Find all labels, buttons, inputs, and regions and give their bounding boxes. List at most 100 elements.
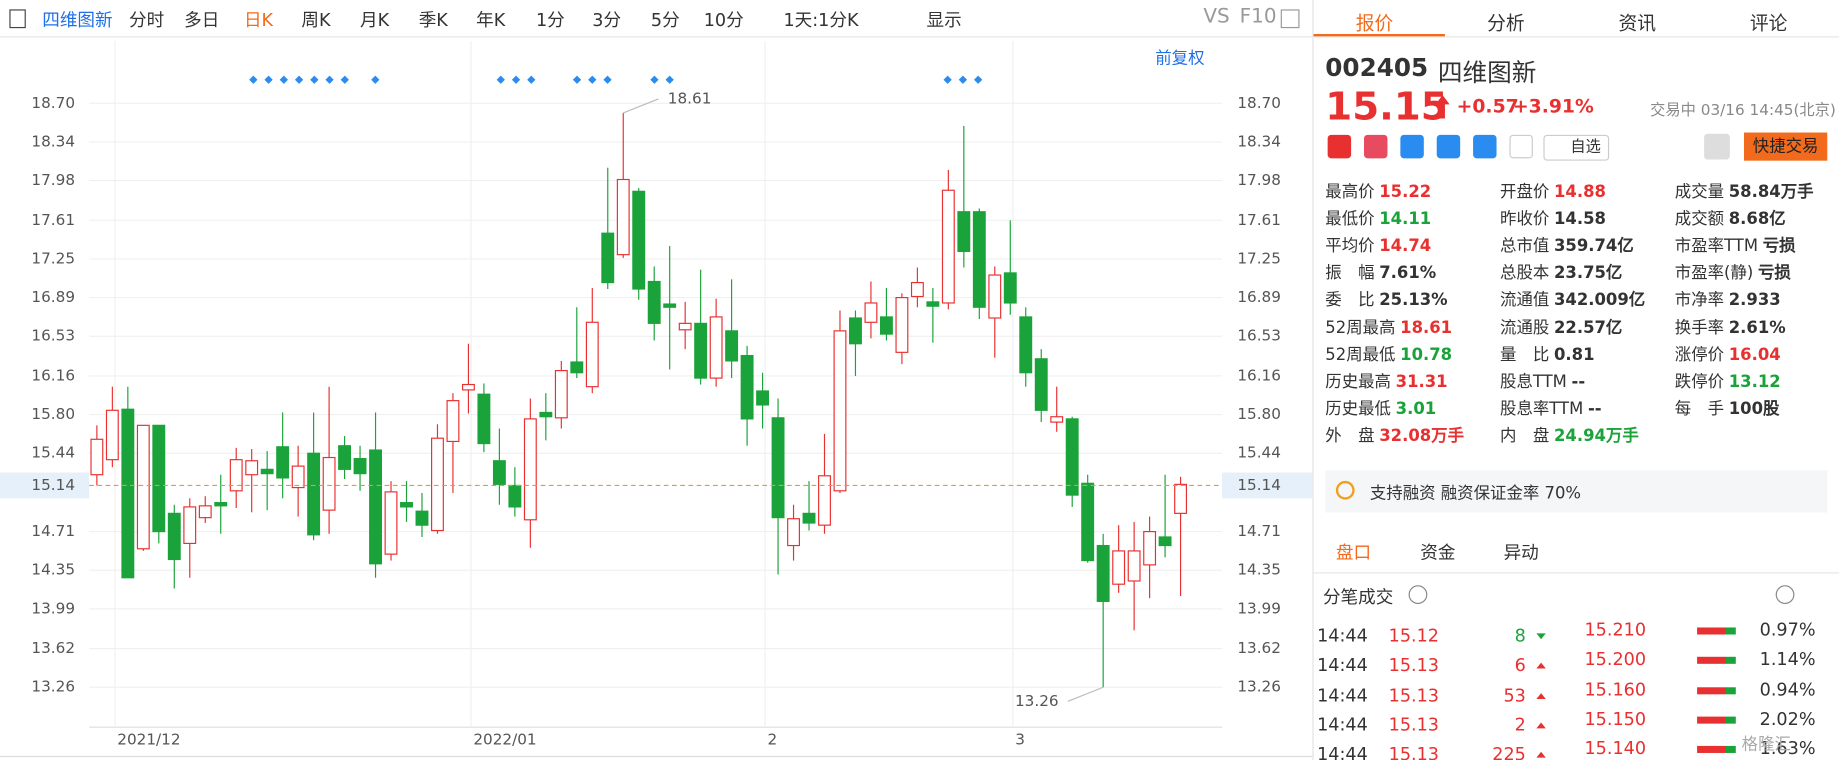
trade-button[interactable]: 快捷交易 <box>1743 132 1828 161</box>
f10-button[interactable]: F10 <box>1239 4 1277 29</box>
candle-body <box>384 491 398 555</box>
display-select[interactable]: 显示 <box>926 9 962 31</box>
financing-box <box>1325 470 1828 513</box>
tab[interactable]: 分析 <box>1487 11 1525 35</box>
stat-label: 流通值 <box>1500 291 1550 311</box>
stat-label: 最高价 <box>1325 182 1375 202</box>
stat-label: 每 手 <box>1674 399 1725 419</box>
y-tick-label: 13.99 <box>31 599 75 617</box>
stat-label: 市净率 <box>1674 291 1725 311</box>
signal-marker <box>650 75 659 84</box>
tab[interactable]: 报价 <box>1355 11 1394 35</box>
trade-time: 14:44 <box>1317 714 1368 736</box>
stat-value: 3.01 <box>1395 399 1437 419</box>
period-tab[interactable]: 周K <box>301 9 331 31</box>
candle-body <box>260 468 274 475</box>
period-tab[interactable]: 10分 <box>703 9 744 31</box>
candle-body <box>694 322 708 379</box>
bell[interactable] <box>1704 133 1730 160</box>
x-tick-label: 2022/01 <box>473 731 536 749</box>
candle-body <box>647 280 661 324</box>
level-price: 15.160 <box>1584 678 1647 700</box>
candle-body <box>539 411 553 418</box>
stat-value: 359.74亿 <box>1553 237 1634 256</box>
icon[interactable] <box>1400 134 1424 159</box>
trade-volume: 8 <box>1514 625 1526 647</box>
stat-value: 14.88 <box>1553 182 1606 202</box>
vs-button[interactable]: VS <box>1203 4 1230 29</box>
candle-body <box>276 446 290 479</box>
signal-marker <box>325 75 334 84</box>
period-tab[interactable]: 分时 <box>129 9 165 31</box>
period-tab[interactable]: 季K <box>418 9 448 31</box>
candle-body <box>431 437 444 532</box>
period-tab[interactable]: 日K <box>243 9 274 31</box>
tab[interactable]: 评论 <box>1749 11 1788 35</box>
candle-body <box>415 510 429 526</box>
stat-label: 流通股 <box>1500 318 1550 338</box>
change-pct: +3.91% <box>1512 95 1594 118</box>
level-price: 15.150 <box>1584 708 1647 730</box>
candle-body <box>400 502 413 508</box>
candle-body <box>1034 358 1048 411</box>
icon[interactable] <box>1436 134 1461 159</box>
tab[interactable]: 资讯 <box>1618 11 1657 35</box>
icon[interactable] <box>1364 134 1388 159</box>
stat: 外 盘 32.08万手 <box>1325 423 1464 446</box>
stock-tab[interactable]: 四维图新 <box>42 9 113 31</box>
candle-body <box>322 456 336 511</box>
candle-body <box>926 301 940 307</box>
stat-value: 亏损 <box>1762 237 1796 256</box>
period-tab[interactable]: 5分 <box>650 9 680 31</box>
panel-toggle[interactable] <box>1280 9 1300 29</box>
subtab[interactable]: 资金 <box>1420 541 1456 563</box>
stat-value: 31.31 <box>1395 372 1448 392</box>
range-select[interactable]: 1天:1分K <box>783 9 859 31</box>
candle-body <box>895 297 909 353</box>
stat: 52周最低 10.78 <box>1325 342 1452 365</box>
signal-marker <box>588 75 597 84</box>
stat: 股息率TTM -- <box>1500 396 1602 419</box>
period-tab[interactable]: 多日 <box>184 9 220 31</box>
subtab[interactable]: 盘口 <box>1335 541 1372 563</box>
candle-body <box>338 445 352 470</box>
candle-body <box>198 505 212 519</box>
y-tick-label: 15.80 <box>1237 405 1281 423</box>
y-tick-label: 17.61 <box>1237 211 1281 229</box>
stat-label: 总市值 <box>1500 237 1550 256</box>
subtab[interactable]: 异动 <box>1503 541 1539 563</box>
watch-button[interactable]: 自选 <box>1543 134 1610 161</box>
period-tab[interactable]: 年K <box>476 9 506 31</box>
adjust-select[interactable]: 前复权 <box>1155 49 1205 69</box>
reference-label-bg <box>0 472 90 499</box>
tab-underline <box>1313 34 1445 37</box>
candle-body <box>1127 550 1141 582</box>
info-icon[interactable] <box>1408 585 1428 605</box>
watermark: 格隆汇 <box>1741 735 1791 755</box>
y-tick-label: 15.44 <box>31 444 75 462</box>
y-tick-label: 16.53 <box>1237 327 1281 345</box>
icon[interactable] <box>1327 134 1352 159</box>
stat: 最高价 15.22 <box>1325 179 1431 202</box>
candle-body <box>910 281 924 298</box>
candle-body <box>353 458 367 475</box>
level-pct: 0.97% <box>1759 619 1816 641</box>
y-tick-label: 13.26 <box>31 678 75 696</box>
icon[interactable] <box>1509 134 1533 159</box>
candle-body <box>1174 483 1188 514</box>
period-tab[interactable]: 月K <box>360 9 390 31</box>
candle-body <box>1050 416 1064 423</box>
period-tab[interactable]: 3分 <box>592 9 622 31</box>
more-icon[interactable] <box>1775 585 1795 605</box>
stat: 每 手 100股 <box>1675 396 1780 419</box>
signal-marker <box>310 75 319 84</box>
stat-label: 涨停价 <box>1674 345 1725 365</box>
icon[interactable] <box>1473 134 1497 159</box>
menu-icon[interactable] <box>9 9 26 29</box>
candle-body <box>90 438 104 476</box>
period-tab[interactable]: 1分 <box>535 9 565 31</box>
financing-text: 支持融资 融资保证金率 70% <box>1369 484 1582 504</box>
stat-value: 58.84万手 <box>1728 182 1814 202</box>
reference-label: 15.14 <box>31 476 75 494</box>
